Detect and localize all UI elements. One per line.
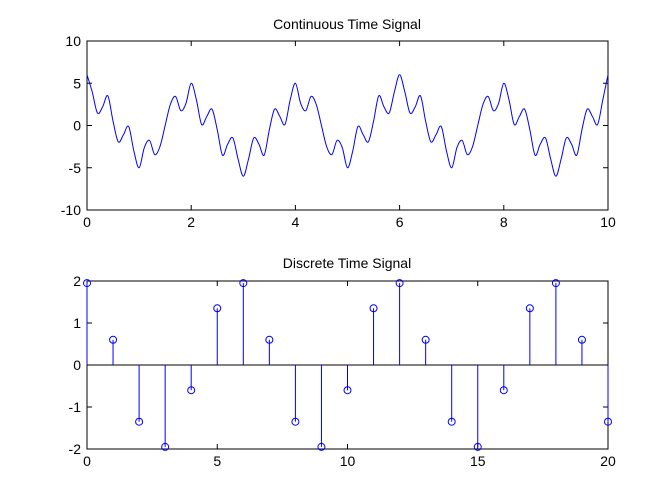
series-line bbox=[86, 74, 609, 177]
stem-marker bbox=[317, 442, 326, 451]
stem-marker bbox=[135, 417, 144, 426]
stem-marker bbox=[239, 279, 248, 288]
stem-marker bbox=[161, 442, 170, 451]
y-tick-label: -10 bbox=[61, 202, 81, 218]
stem-marker bbox=[109, 335, 118, 344]
x-tick-label: 2 bbox=[187, 214, 195, 230]
y-tick-label: -5 bbox=[69, 160, 82, 176]
axis-ticks: 0 5 10 15 20 -2 -1 0 1 2 bbox=[69, 273, 616, 469]
y-tick-label: 2 bbox=[73, 273, 81, 289]
x-tick-label: 8 bbox=[500, 214, 508, 230]
stem-marker bbox=[421, 335, 430, 344]
stem-marker bbox=[291, 417, 300, 426]
y-tick-label: 10 bbox=[65, 33, 81, 49]
stem-marker bbox=[577, 335, 586, 344]
stem-marker bbox=[187, 386, 196, 395]
stem-marker bbox=[343, 386, 352, 395]
stem-marker bbox=[447, 417, 456, 426]
x-tick-label: 10 bbox=[600, 214, 616, 230]
y-tick-label: 1 bbox=[73, 315, 81, 331]
stem-marker bbox=[265, 335, 274, 344]
stem-marker bbox=[525, 304, 534, 313]
y-tick-label: 0 bbox=[73, 357, 81, 373]
x-tick-label: 20 bbox=[600, 453, 616, 469]
stem-marker bbox=[551, 279, 560, 288]
plot-frame bbox=[86, 40, 609, 211]
x-tick-label: 4 bbox=[292, 214, 300, 230]
chart-title: Discrete Time Signal bbox=[283, 255, 411, 271]
x-tick-label: 0 bbox=[83, 453, 91, 469]
stem-marker bbox=[473, 442, 482, 451]
stem-marker bbox=[83, 279, 91, 288]
discrete-signal-axes: Discrete Time Signal 0 5 10 15 20 -2 -1 0 1 2 bbox=[69, 255, 616, 469]
stem-marker bbox=[213, 304, 222, 313]
stem-marker bbox=[395, 279, 404, 288]
data-layer bbox=[86, 74, 609, 177]
stem-marker bbox=[499, 386, 508, 395]
x-tick-label: 6 bbox=[396, 214, 404, 230]
continuous-signal-axes: Continuous Time Signal 0 2 4 6 8 10 -10 -5 0 5 10 bbox=[61, 16, 616, 230]
x-tick-label: 15 bbox=[470, 453, 486, 469]
x-tick-label: 0 bbox=[83, 214, 91, 230]
axis-ticks: 0 2 4 6 8 10 -10 -5 0 5 10 bbox=[61, 33, 616, 230]
y-tick-label: -1 bbox=[69, 399, 82, 415]
x-tick-label: 10 bbox=[340, 453, 356, 469]
stem-marker bbox=[369, 304, 378, 313]
data-layer bbox=[83, 279, 612, 451]
y-tick-label: 0 bbox=[73, 118, 81, 134]
chart-title: Continuous Time Signal bbox=[273, 16, 421, 32]
y-tick-label: 5 bbox=[73, 75, 81, 91]
stem-marker bbox=[604, 417, 612, 426]
x-tick-label: 5 bbox=[213, 453, 221, 469]
y-tick-label: -2 bbox=[69, 441, 82, 457]
